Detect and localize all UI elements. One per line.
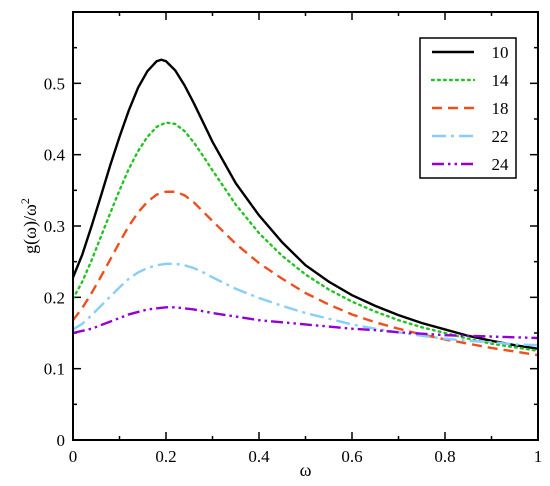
plot-frame (72, 11, 539, 441)
legend-label-18: 18 (492, 99, 509, 118)
y-axis-label-main: g(ω)/ω (20, 204, 41, 254)
x-tick-label: 0.4 (248, 447, 270, 466)
series-line-18 (73, 190, 538, 357)
legend-label-10: 10 (492, 43, 509, 62)
y-axis-label-superscript: 2 (18, 198, 32, 204)
y-tick-label: 0.5 (44, 74, 65, 93)
x-tick-label: 1 (534, 447, 543, 466)
x-tick-label: 0.6 (341, 447, 362, 466)
y-axis-label: g(ω)/ω2 (18, 198, 41, 254)
y-tick-label: 0.2 (44, 288, 65, 307)
series-line-24 (73, 306, 538, 340)
legend-label-14: 14 (492, 71, 510, 90)
y-tick-label: 0.3 (44, 217, 65, 236)
legend: 10 14 18 22 24 (419, 37, 517, 179)
series-line-22 (73, 262, 538, 347)
legend-label-24: 24 (492, 155, 510, 174)
tick-layer: 0 0.2 0.4 0.6 0.8 100.10.20.30.40.5 (44, 12, 543, 466)
y-tick-label: 0 (57, 431, 66, 450)
x-tick-label: 0.8 (434, 447, 455, 466)
x-tick-label: 0.2 (155, 447, 176, 466)
series-line-10 (73, 58, 538, 350)
x-axis-label: ω (300, 460, 312, 480)
y-tick-label: 0.1 (44, 360, 65, 379)
y-tick-label: 0.4 (44, 146, 66, 165)
x-tick-label: 0 (69, 447, 78, 466)
legend-label-22: 22 (492, 127, 509, 146)
series-layer (73, 58, 538, 357)
series-line-14 (73, 121, 538, 353)
